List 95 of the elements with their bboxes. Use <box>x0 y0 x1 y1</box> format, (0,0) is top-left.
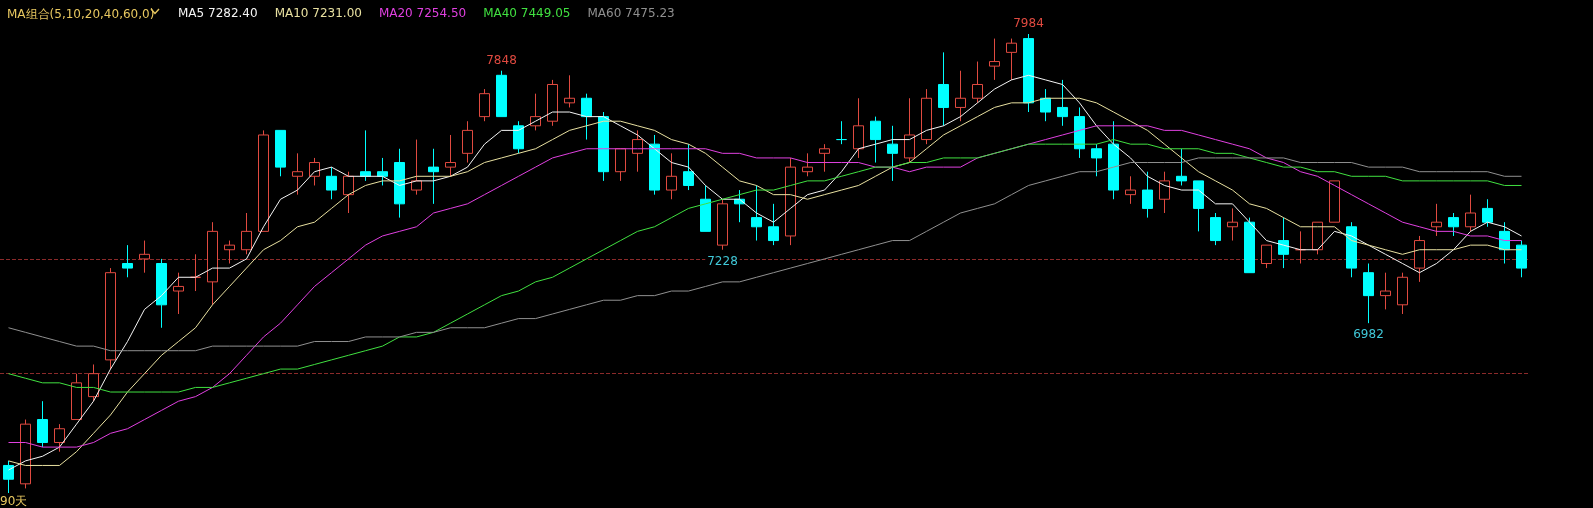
candlestick <box>343 171 354 214</box>
candlestick <box>751 184 762 242</box>
candlestick <box>1448 212 1459 237</box>
candlestick <box>632 129 643 173</box>
annotation: 6982 <box>1353 327 1384 342</box>
candlestick <box>564 74 575 108</box>
candlestick <box>496 70 507 118</box>
candlestick <box>547 79 558 127</box>
annotation: 7228 <box>707 253 738 268</box>
candlestick <box>853 97 864 159</box>
candlestick <box>258 129 269 232</box>
candlestick <box>513 120 524 154</box>
candlestick <box>615 148 626 182</box>
candlestick <box>1397 272 1408 315</box>
candlestick <box>360 129 371 182</box>
candlestick <box>1261 244 1272 269</box>
candlestick <box>1125 175 1136 205</box>
text: MA20 7254.50 <box>378 6 467 20</box>
candlestick <box>972 61 983 104</box>
candlestick <box>904 97 915 164</box>
text: MA40 7449.05 <box>483 6 571 20</box>
candlestick <box>1210 212 1221 246</box>
annotation: 7848 <box>486 52 517 67</box>
candlestick <box>870 116 881 164</box>
candlestick <box>462 120 473 164</box>
candlestick <box>598 111 609 182</box>
candlestick <box>20 419 31 489</box>
text: MA10 7231.00 <box>274 6 362 20</box>
candlestick <box>955 70 966 122</box>
chart-title: MA组合(5,10,20,40,60,0) <box>7 7 155 21</box>
candlestick <box>836 120 847 145</box>
candlestick <box>3 460 14 494</box>
candlestick <box>1380 272 1391 310</box>
candlestick <box>1278 217 1289 269</box>
candlestick <box>326 166 337 200</box>
candlestick <box>1329 180 1340 223</box>
candlestick <box>71 373 82 421</box>
candlestick <box>989 38 1000 81</box>
candlestick <box>1516 240 1527 278</box>
candlestick <box>54 423 65 453</box>
candlestick <box>1176 148 1187 186</box>
candlestick <box>1159 171 1170 214</box>
candlestick <box>1465 194 1476 232</box>
candlestick <box>1023 33 1034 113</box>
candlestick <box>785 157 796 246</box>
candlestick <box>411 139 422 196</box>
candlestick <box>1312 221 1323 255</box>
candlestick <box>802 152 813 177</box>
annotation: 7984 <box>1013 16 1044 30</box>
candlestick <box>122 244 133 278</box>
candlestick <box>921 88 932 145</box>
candlestick <box>1482 198 1493 228</box>
candlestick <box>156 258 167 329</box>
candlestick <box>207 221 218 306</box>
candlestick <box>938 51 949 127</box>
candlestick <box>683 143 694 191</box>
text: 90天 <box>0 494 28 508</box>
candlestick <box>1006 38 1017 81</box>
candlestick <box>1057 79 1068 127</box>
candlestick <box>377 157 388 186</box>
candlestick <box>581 93 592 141</box>
candlestick <box>819 143 830 173</box>
candlestick <box>1074 106 1085 159</box>
candlestick <box>479 88 490 122</box>
candlestick <box>105 267 116 370</box>
candlestick <box>1108 120 1119 200</box>
candlestick <box>241 212 252 255</box>
candlestick <box>1091 143 1102 177</box>
candlestick <box>394 148 405 219</box>
candlestick <box>887 125 898 182</box>
candlestick <box>649 134 660 196</box>
candlestick <box>1414 235 1425 283</box>
candlestick <box>768 203 779 246</box>
text: MA5 7282.40 <box>178 6 258 20</box>
candlestick <box>1244 217 1255 274</box>
candlestick <box>700 184 711 232</box>
candlestick <box>139 240 150 274</box>
candlestick <box>1363 263 1374 324</box>
text: MA60 7475.23 <box>587 6 675 20</box>
candlestick <box>292 152 303 196</box>
candlestick <box>1346 221 1357 278</box>
candlestick <box>1040 88 1051 122</box>
candlestick <box>275 129 286 177</box>
candlestick <box>1142 171 1153 219</box>
candlestick <box>666 152 677 200</box>
candlestick <box>88 363 99 402</box>
candlestick <box>428 148 439 205</box>
candlestick <box>445 134 456 177</box>
candlestick <box>37 400 48 448</box>
candlestick <box>224 240 235 264</box>
candlestick <box>717 198 728 251</box>
candlestick <box>173 272 184 315</box>
candlestick <box>1193 180 1204 232</box>
candlestick <box>1431 203 1442 237</box>
candlestick <box>1227 207 1238 242</box>
